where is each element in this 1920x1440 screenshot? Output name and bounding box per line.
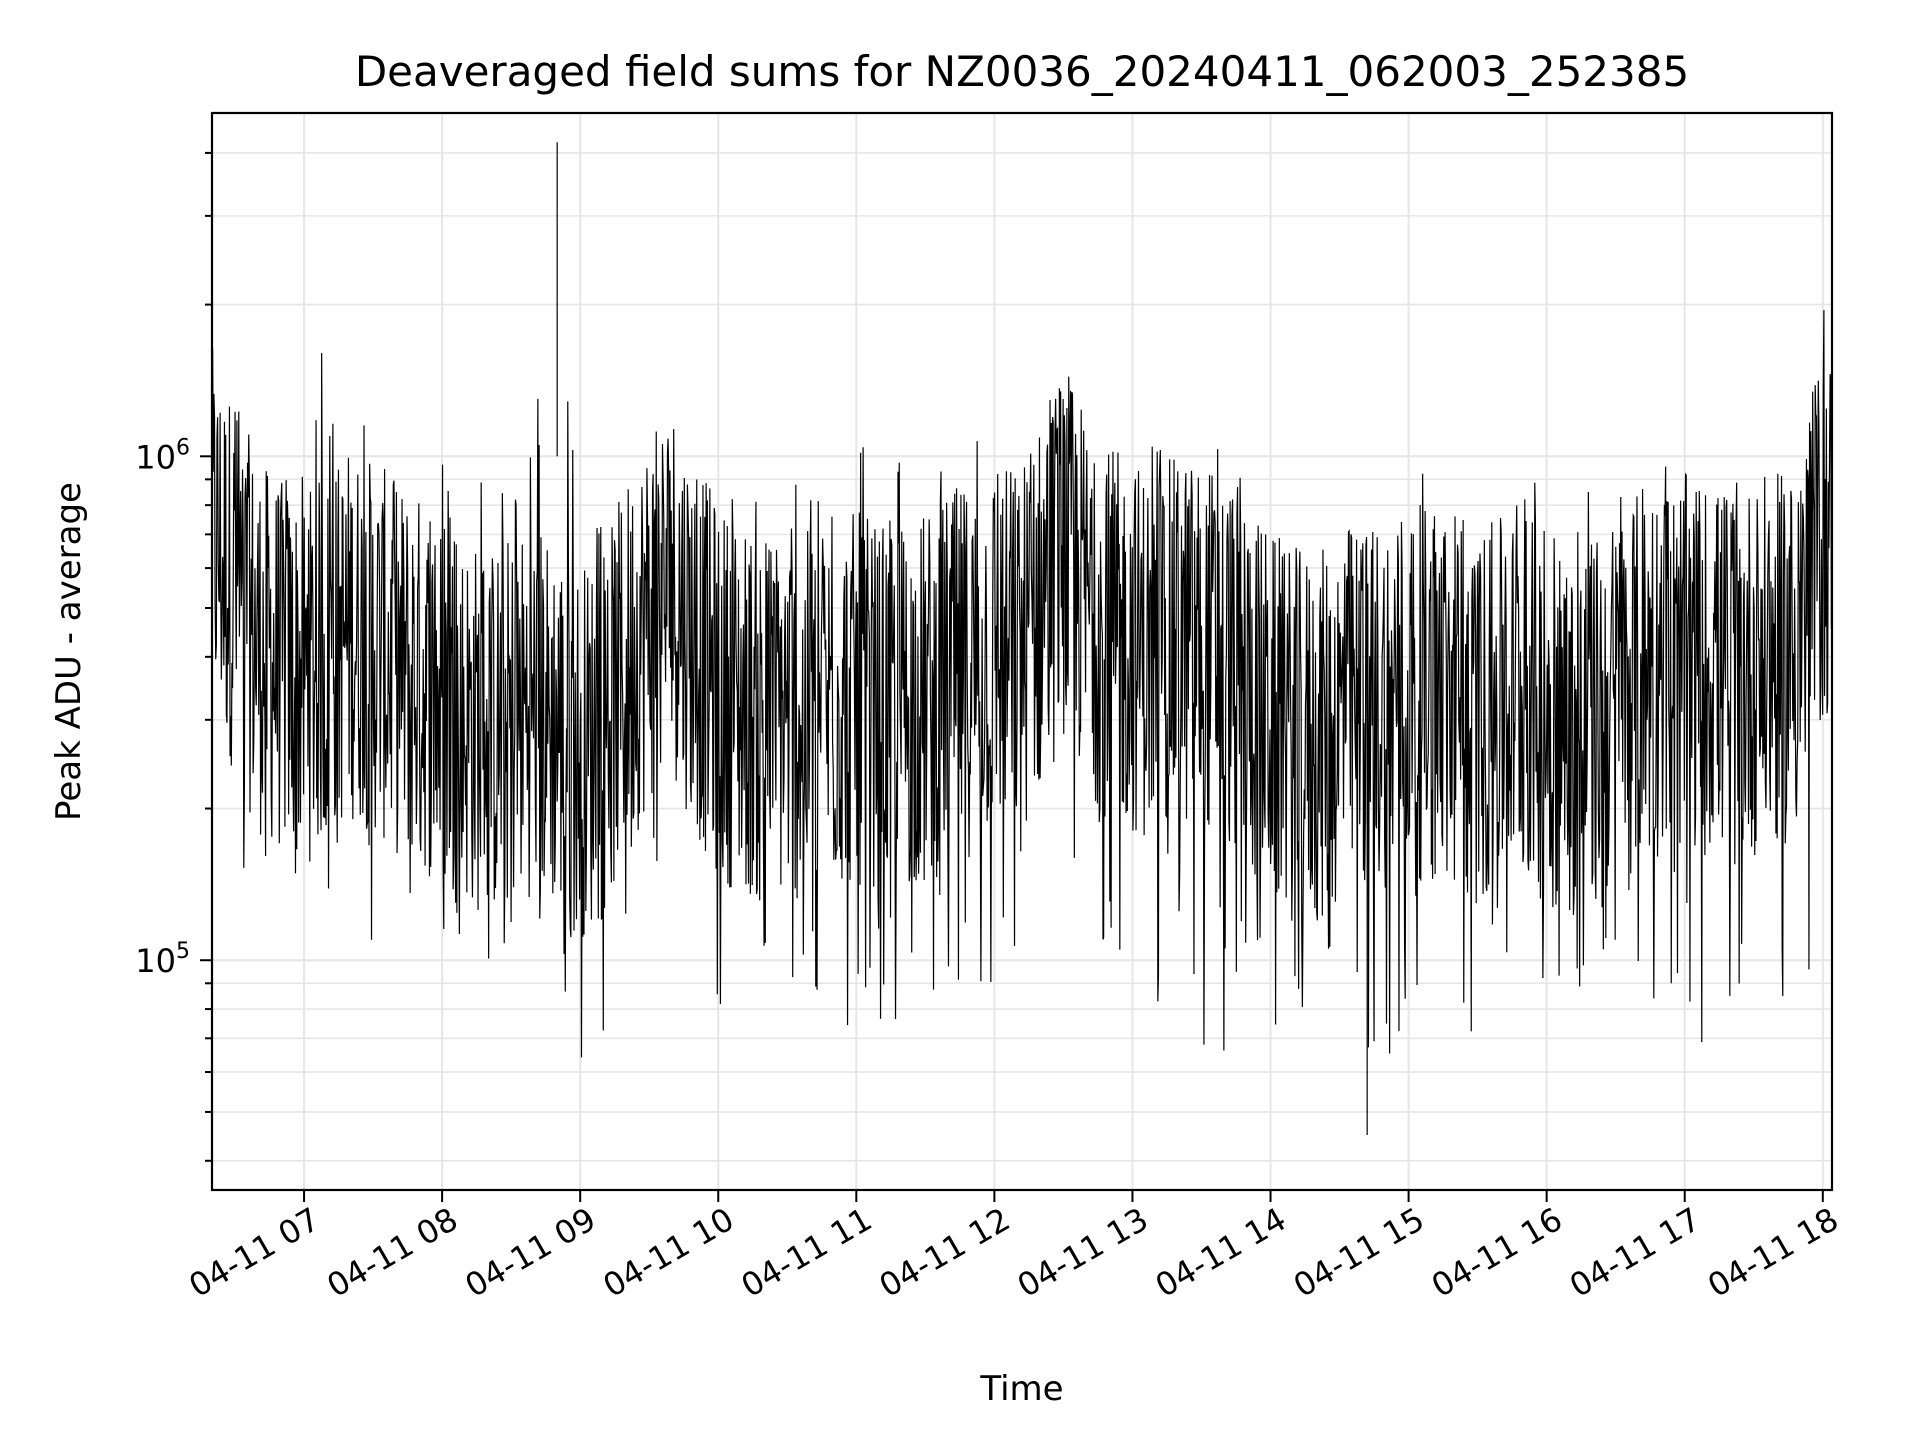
x-axis-label: Time [979,1369,1063,1409]
series-line [211,142,1833,1135]
x-tick-label: 04-11 18 [1701,1200,1845,1305]
series-path [211,310,1833,1058]
grid [212,113,1832,1190]
y-tick-label: 105 [135,939,190,980]
x-tick-label: 04-11 11 [735,1200,879,1305]
x-tick-label: 04-11 12 [873,1200,1017,1305]
x-tick-label: 04-11 08 [321,1200,465,1305]
y-axis-label: Peak ADU - average [49,482,89,821]
x-tick-label: 04-11 14 [1149,1200,1293,1305]
chart-title: Deaveraged field sums for NZ0036_2024041… [355,47,1689,96]
x-tick-label: 04-11 10 [597,1200,741,1305]
x-tick-label: 04-11 09 [459,1200,603,1305]
x-tick-label: 04-11 07 [182,1200,326,1305]
x-tick-label: 04-11 17 [1563,1200,1707,1305]
y-axis-ticks: 105 106 [135,151,212,1162]
y-tick-label: 106 [135,435,190,476]
x-tick-label: 04-11 13 [1011,1200,1155,1305]
x-tick-label: 04-11 16 [1425,1200,1569,1305]
x-tick-label: 04-11 15 [1287,1200,1431,1305]
plot-frame [210,111,1834,1192]
